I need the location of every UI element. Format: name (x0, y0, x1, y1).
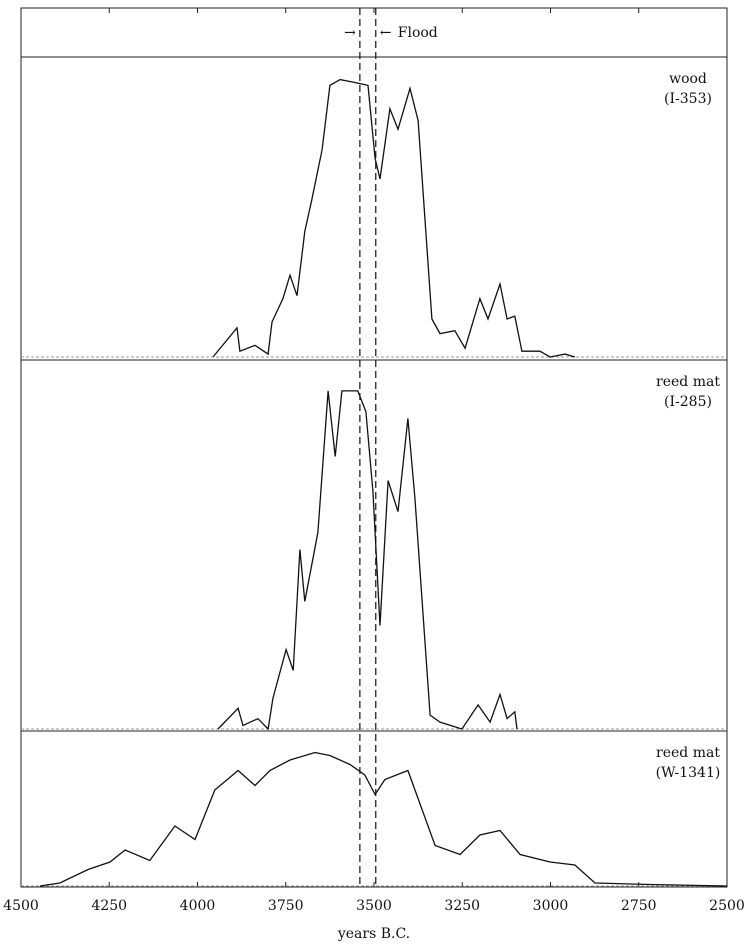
x-tick-label: 3750 (268, 898, 304, 914)
panel-label: (I-353) (664, 91, 712, 107)
panel-label: (W-1341) (656, 765, 721, 781)
annotation-arrow: ← (380, 25, 392, 41)
x-tick-label: 3500 (356, 898, 392, 914)
panel-label: wood (669, 71, 707, 87)
x-tick-label: 3000 (533, 898, 569, 914)
annotation: Flood (398, 25, 438, 41)
x-tick-label: 4000 (180, 898, 216, 914)
panel-label: (I-285) (664, 394, 712, 410)
x-tick-label: 2500 (709, 898, 745, 914)
panel-label: reed mat (656, 745, 720, 761)
x-tick-label: 3250 (444, 898, 480, 914)
x-tick-label: 2750 (621, 898, 657, 914)
density-curve (217, 390, 518, 731)
x-tick-label: 4500 (3, 898, 39, 914)
density-curve (212, 78, 576, 358)
density-curve (40, 751, 728, 887)
x-axis-label: years B.C. (337, 926, 410, 942)
annotation-arrow: → (344, 25, 356, 41)
x-tick-label: 4250 (91, 898, 127, 914)
panel-label: reed mat (656, 374, 720, 390)
plot-frame (20, 7, 728, 888)
